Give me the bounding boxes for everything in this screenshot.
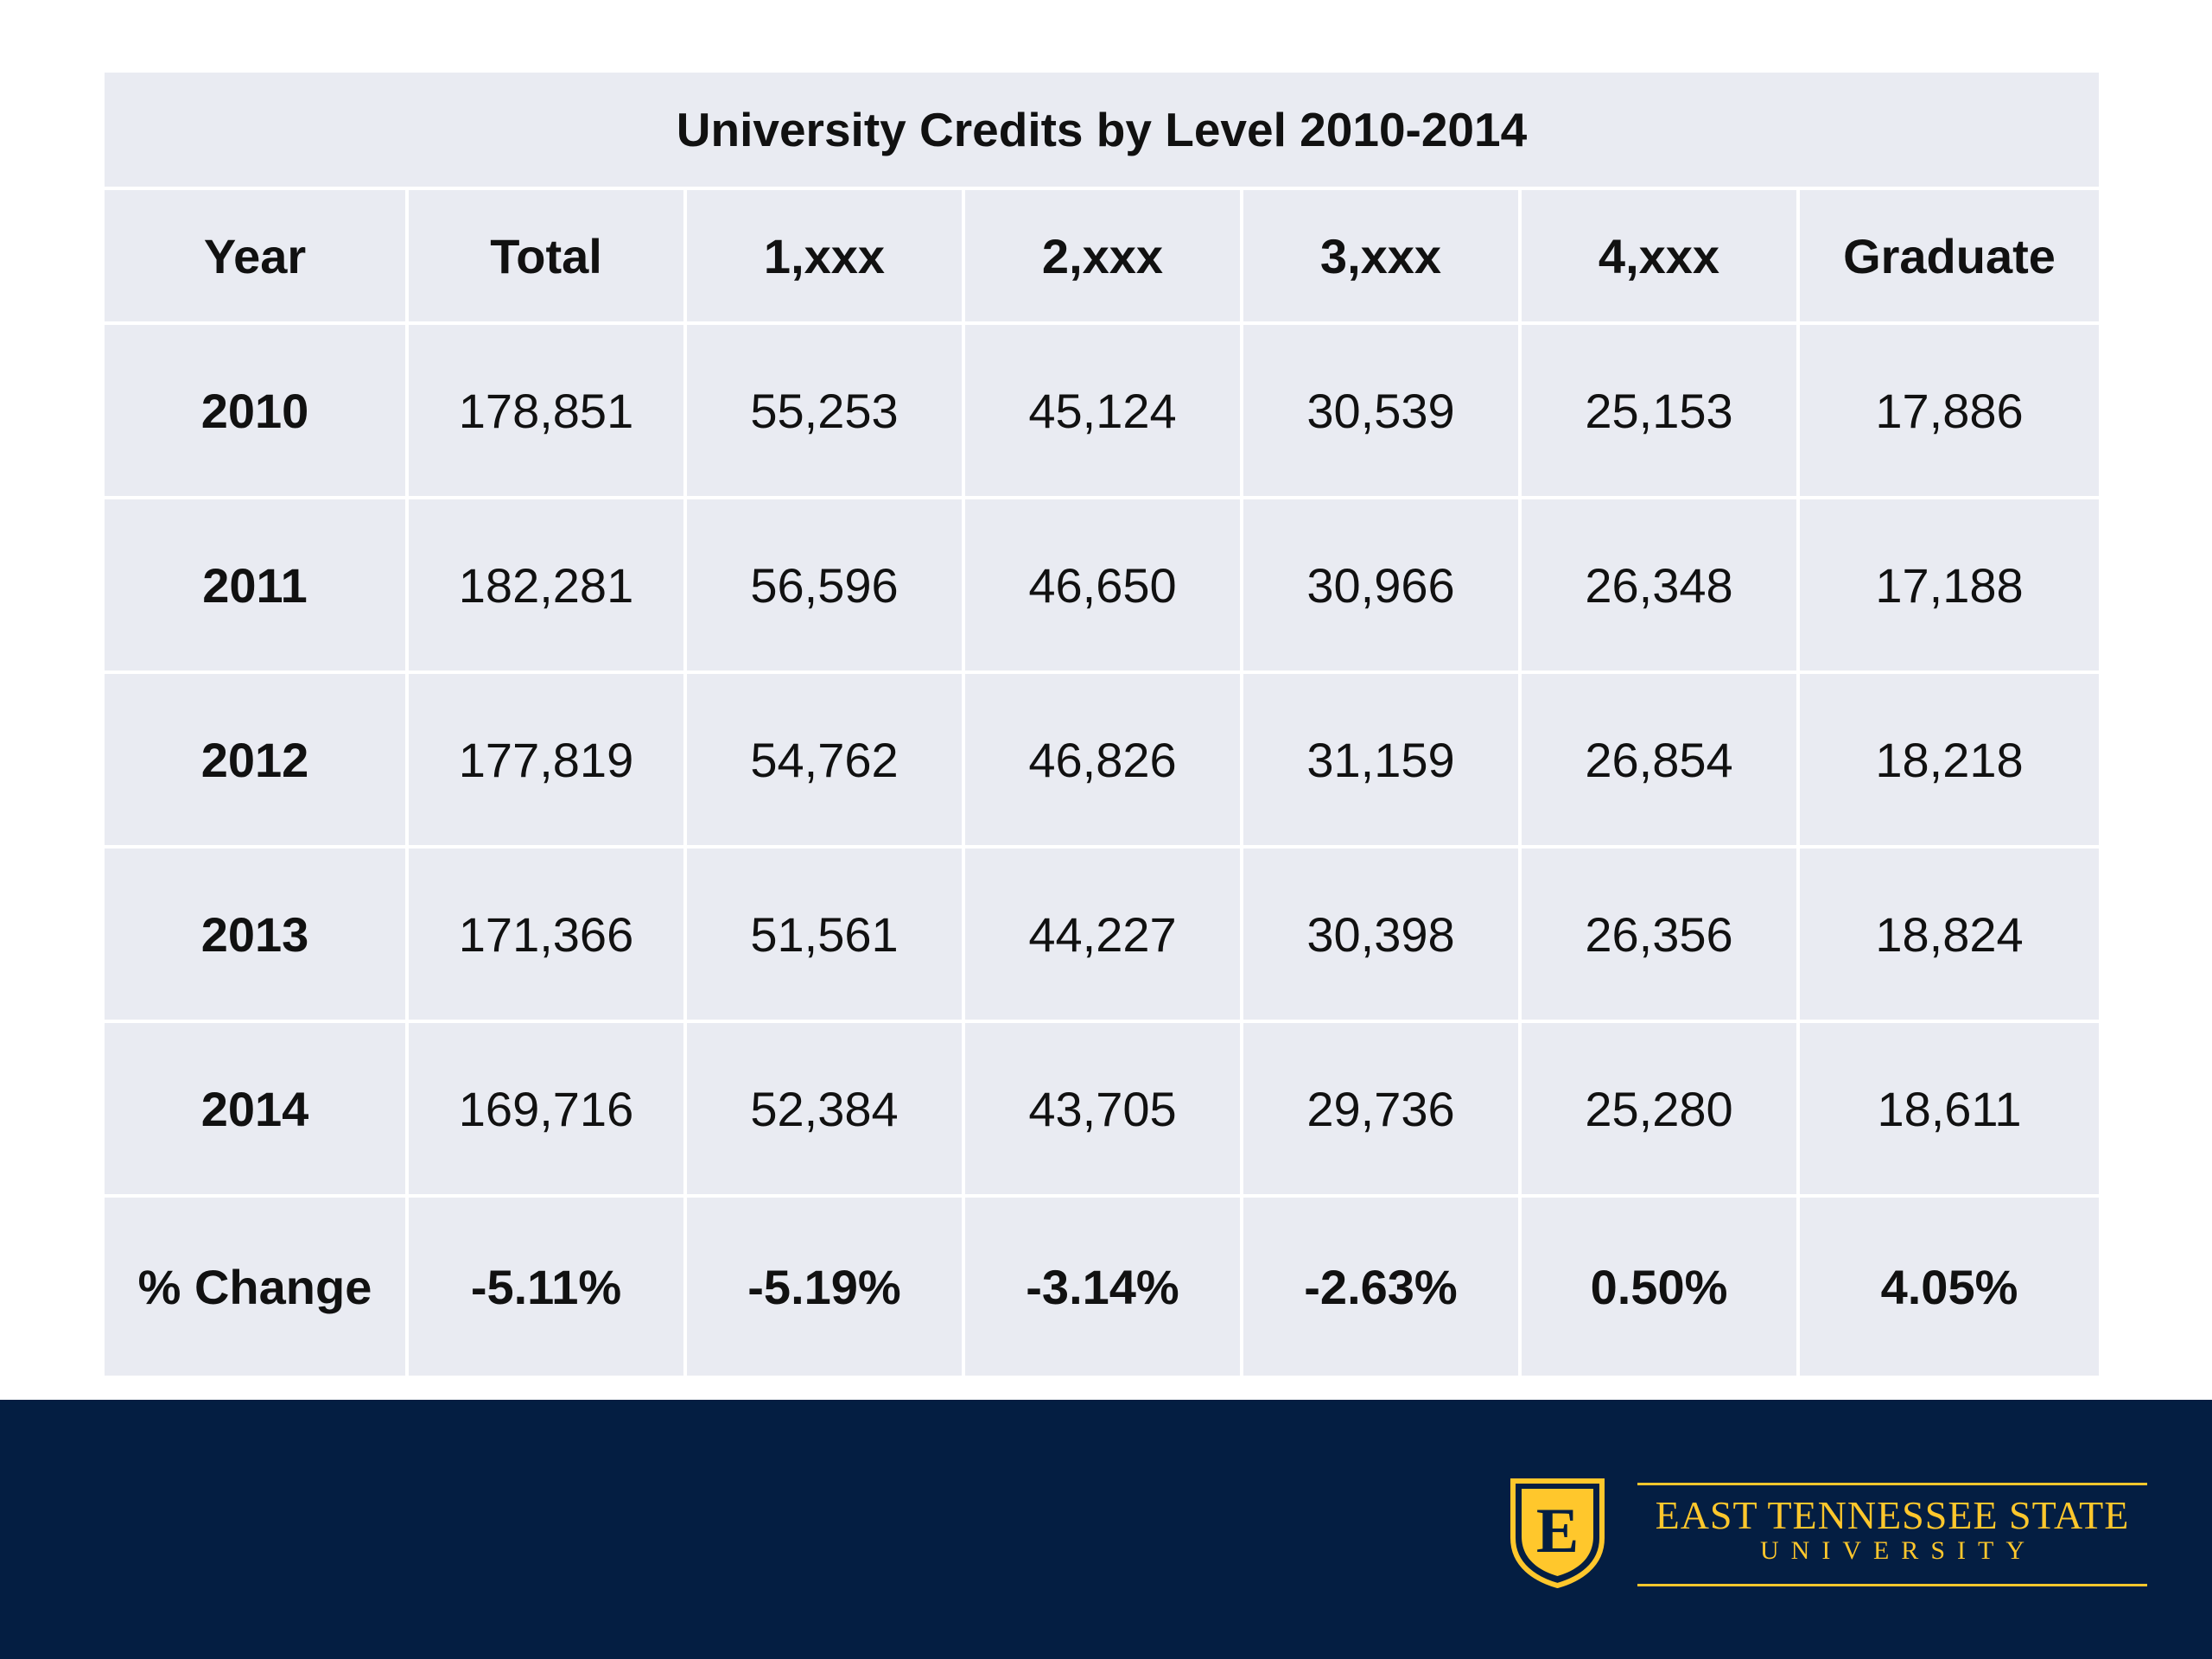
table-row: 2011 182,281 56,596 46,650 30,966 26,348… [101, 496, 2102, 674]
etsu-wordmark: EAST TENNESSEE STATE UNIVERSITY [1637, 1483, 2147, 1586]
total-cell: 169,716 [405, 1020, 687, 1198]
level-4xxx-cell: 26,356 [1518, 845, 1800, 1023]
table-row: 2014 169,716 52,384 43,705 29,736 25,280… [101, 1020, 2102, 1198]
total-cell: 182,281 [405, 496, 687, 674]
change-graduate: 4.05% [1796, 1194, 2102, 1379]
total-cell: 171,366 [405, 845, 687, 1023]
level-4xxx-cell: 26,854 [1518, 671, 1800, 849]
title-row: University Credits by Level 2010-2014 [101, 69, 2102, 190]
level-1xxx-cell: 55,253 [683, 321, 965, 499]
level-4xxx-cell: 25,153 [1518, 321, 1800, 499]
level-1xxx-cell: 54,762 [683, 671, 965, 849]
graduate-cell: 18,218 [1796, 671, 2102, 849]
table-row: 2010 178,851 55,253 45,124 30,539 25,153… [101, 321, 2102, 499]
level-3xxx-cell: 29,736 [1240, 1020, 1522, 1198]
header-row: Year Total 1,xxx 2,xxx 3,xxx 4,xxx Gradu… [101, 187, 2102, 325]
header-level-2xxx: 2,xxx [962, 187, 1243, 325]
header-year: Year [101, 187, 409, 325]
change-label: % Change [101, 1194, 409, 1379]
table-row: 2012 177,819 54,762 46,826 31,159 26,854… [101, 671, 2102, 849]
graduate-cell: 17,188 [1796, 496, 2102, 674]
year-cell: 2014 [101, 1020, 409, 1198]
change-total: -5.11% [405, 1194, 687, 1379]
footer-band [0, 1400, 2212, 1659]
level-1xxx-cell: 51,561 [683, 845, 965, 1023]
etsu-shield-icon: E [1510, 1478, 1605, 1588]
year-cell: 2013 [101, 845, 409, 1023]
level-1xxx-cell: 52,384 [683, 1020, 965, 1198]
level-2xxx-cell: 44,227 [962, 845, 1243, 1023]
level-4xxx-cell: 25,280 [1518, 1020, 1800, 1198]
logo-sub: UNIVERSITY [1760, 1536, 2037, 1565]
header-level-3xxx: 3,xxx [1240, 187, 1522, 325]
level-2xxx-cell: 46,650 [962, 496, 1243, 674]
change-level-2xxx: -3.14% [962, 1194, 1243, 1379]
table-title: University Credits by Level 2010-2014 [101, 69, 2102, 190]
year-cell: 2012 [101, 671, 409, 849]
change-level-4xxx: 0.50% [1518, 1194, 1800, 1379]
change-level-3xxx: -2.63% [1240, 1194, 1522, 1379]
logo-name: EAST TENNESSEE STATE [1655, 1493, 2130, 1537]
graduate-cell: 18,824 [1796, 845, 2102, 1023]
shield-letter: E [1536, 1496, 1579, 1567]
level-3xxx-cell: 30,398 [1240, 845, 1522, 1023]
table-row: 2013 171,366 51,561 44,227 30,398 26,356… [101, 845, 2102, 1023]
level-2xxx-cell: 46,826 [962, 671, 1243, 849]
graduate-cell: 17,886 [1796, 321, 2102, 499]
graduate-cell: 18,611 [1796, 1020, 2102, 1198]
percent-change-row: % Change -5.11% -5.19% -3.14% -2.63% 0.5… [101, 1194, 2102, 1379]
level-3xxx-cell: 30,966 [1240, 496, 1522, 674]
level-1xxx-cell: 56,596 [683, 496, 965, 674]
level-3xxx-cell: 30,539 [1240, 321, 1522, 499]
etsu-logo: E EAST TENNESSEE STATE UNIVERSITY [1508, 1476, 2147, 1588]
total-cell: 178,851 [405, 321, 687, 499]
level-4xxx-cell: 26,348 [1518, 496, 1800, 674]
total-cell: 177,819 [405, 671, 687, 849]
header-graduate: Graduate [1796, 187, 2102, 325]
change-level-1xxx: -5.19% [683, 1194, 965, 1379]
level-2xxx-cell: 45,124 [962, 321, 1243, 499]
header-level-4xxx: 4,xxx [1518, 187, 1800, 325]
level-3xxx-cell: 31,159 [1240, 671, 1522, 849]
year-cell: 2010 [101, 321, 409, 499]
year-cell: 2011 [101, 496, 409, 674]
header-level-1xxx: 1,xxx [683, 187, 965, 325]
header-total: Total [405, 187, 687, 325]
credits-table: University Credits by Level 2010-2014 Ye… [101, 69, 2102, 1379]
level-2xxx-cell: 43,705 [962, 1020, 1243, 1198]
